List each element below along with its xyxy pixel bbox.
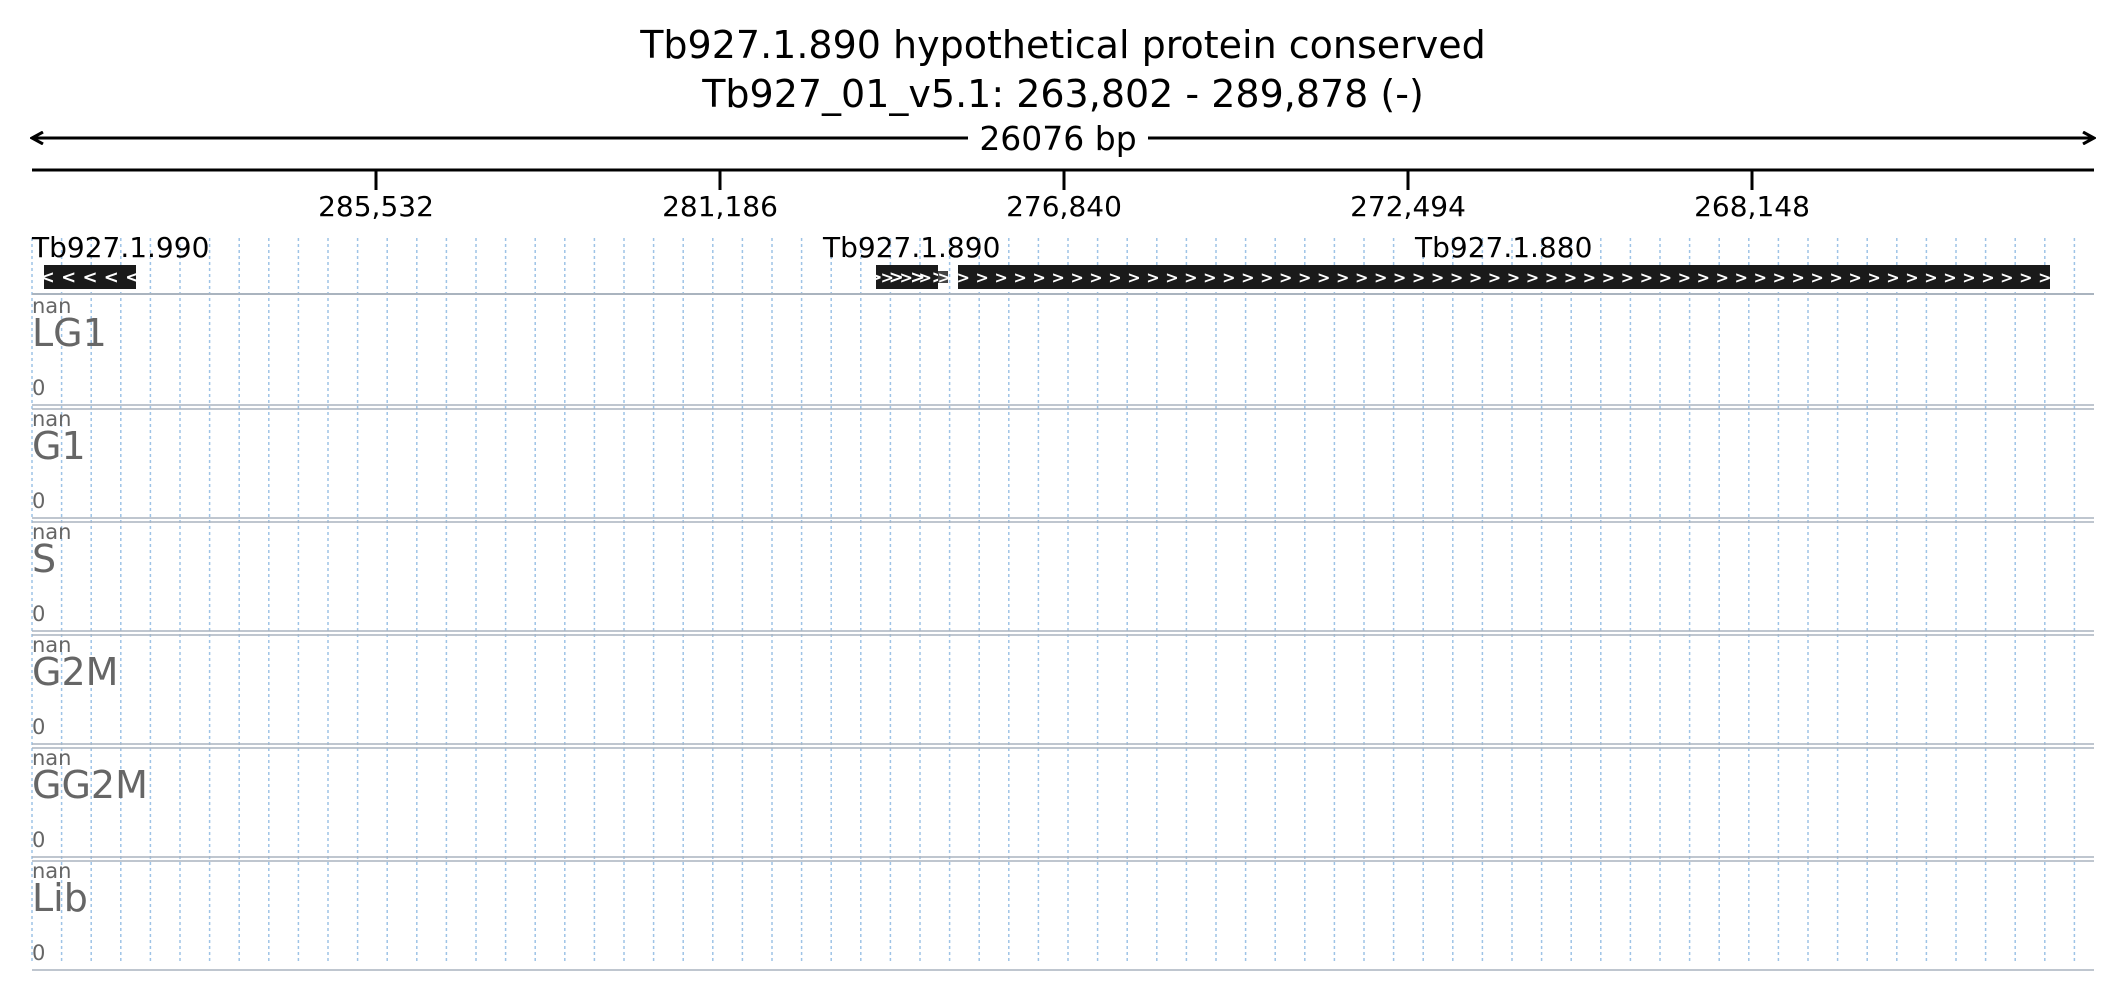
- track-min-label: 0: [32, 828, 45, 852]
- grid-lines: [31, 238, 2076, 963]
- track-name: S: [32, 537, 56, 581]
- track-name: Lib: [32, 876, 88, 920]
- gene-label-tb927-1-880: Tb927.1.880: [1414, 231, 1592, 264]
- ruler-tick: 281,186: [662, 170, 778, 223]
- track-name: LG1: [32, 311, 107, 355]
- track-min-label: 0: [32, 489, 45, 513]
- ruler-tick: 276,840: [1006, 170, 1122, 223]
- ruler-tick-label: 281,186: [662, 190, 778, 223]
- gene-title: Tb927.1.890 hypothetical protein conserv…: [639, 23, 1486, 67]
- svg-text:> > > >: > > > >: [867, 267, 946, 288]
- track-min-label: 0: [32, 376, 45, 400]
- ruler-tick-label: 268,148: [1694, 190, 1810, 223]
- gene-feature-tb927-1-890: > > > >: [867, 265, 948, 289]
- span-length-label: 26076 bp: [979, 119, 1136, 158]
- ruler-tick-label: 272,494: [1350, 190, 1466, 223]
- track-max-label: nan: [32, 633, 72, 657]
- svg-text:< < < < <: < < < < <: [40, 267, 140, 288]
- gene-label-tb927-1-890: Tb927.1.890: [822, 231, 1000, 264]
- track-name: GG2M: [32, 763, 148, 807]
- ruler-tick-label: 285,532: [318, 190, 434, 223]
- gene-feature-tb927-1-990: < < < < <: [40, 265, 140, 289]
- gene-label-tb927-1-990: Tb927.1.990: [31, 231, 209, 264]
- track-max-label: nan: [32, 294, 72, 318]
- track-max-label: nan: [32, 407, 72, 431]
- track-name: G1: [32, 424, 86, 468]
- coordinate-ruler: 285,532 281,186 276,840 272,494 268,148: [32, 168, 2094, 223]
- track-min-label: 0: [32, 715, 45, 739]
- ruler-tick-label: 276,840: [1006, 190, 1122, 223]
- track-name: G2M: [32, 650, 118, 694]
- svg-text:> > > > > > > > > > > > > > >: > > > > > > > > > > > > > > > > > > > > …: [881, 268, 2126, 287]
- span-arrow: 26076 bp: [32, 119, 2094, 158]
- gene-feature-tb927-1-880: > > > > > > > > > > > > > > > > > > > > …: [881, 265, 2126, 289]
- track-min-label: 0: [32, 602, 45, 626]
- gene-annotation-track: Tb927.1.990 Tb927.1.890 Tb927.1.880 < < …: [31, 231, 2126, 295]
- track-max-label: nan: [32, 746, 72, 770]
- track-min-label: 0: [32, 941, 45, 965]
- track-max-label: nan: [32, 859, 72, 883]
- ruler-tick: 272,494: [1350, 170, 1466, 223]
- track-max-label: nan: [32, 520, 72, 544]
- ruler-tick: 268,148: [1694, 170, 1810, 223]
- genomic-location: Tb927_01_v5.1: 263,802 - 289,878 (-): [701, 72, 1424, 116]
- ruler-tick: 285,532: [318, 170, 434, 223]
